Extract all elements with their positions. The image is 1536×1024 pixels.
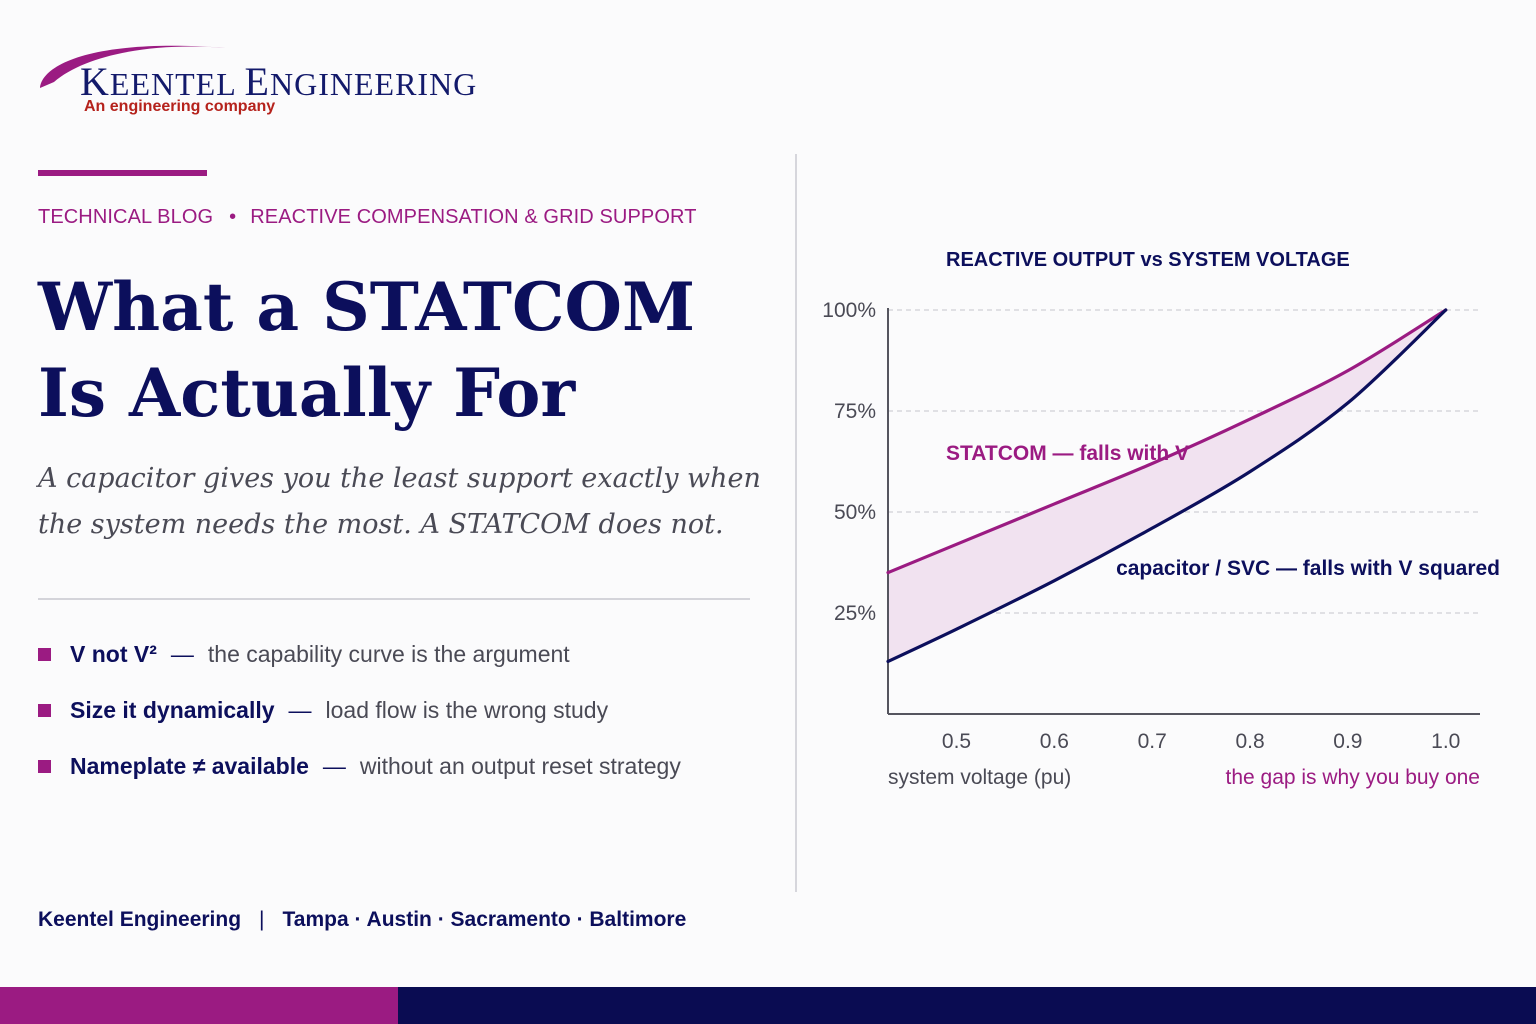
bullet-dash: — xyxy=(288,696,312,723)
category-label: TECHNICAL BLOG • REACTIVE COMPENSATION & G… xyxy=(38,206,697,229)
bullet-square-icon xyxy=(38,759,51,773)
bullet-description: the capability curve is the argument xyxy=(207,640,570,667)
accent-bar xyxy=(38,170,207,176)
x-tick-label: 0.6 xyxy=(1040,730,1069,753)
footer-band-navy xyxy=(398,987,1536,1024)
bullet-term: Nameplate ≠ available xyxy=(70,752,309,779)
section-divider xyxy=(38,598,750,600)
x-tick-label: 0.7 xyxy=(1138,730,1167,753)
bullet-term: V not V² xyxy=(70,640,157,667)
gap-annotation: the gap is why you buy one xyxy=(1225,766,1480,789)
capability-chart: REACTIVE OUTPUT vs SYSTEM VOLTAGE 25% 50%… xyxy=(800,230,1536,810)
list-item: V not V² — the capability curve is the a… xyxy=(38,626,681,682)
capacitor-line xyxy=(886,308,1448,664)
footer-locations: Tampa · Austin · Sacramento · Baltimore xyxy=(282,908,687,931)
bullet-square-icon xyxy=(38,647,51,661)
x-axis-label: system voltage (pu) xyxy=(888,766,1071,789)
category-separator: • xyxy=(229,206,237,228)
x-tick-label: 1.0 xyxy=(1431,730,1460,753)
x-tick-label: 0.8 xyxy=(1235,730,1264,753)
logo-swoosh-icon xyxy=(40,45,226,88)
bullet-square-icon xyxy=(38,703,51,717)
logo-wordmark: KEENTEL ENGINEERING xyxy=(80,59,478,104)
series-label-capacitor: capacitor / SVC — falls with V squared xyxy=(1116,557,1500,580)
list-item: Size it dynamically — load flow is the w… xyxy=(38,682,681,738)
key-points-list: V not V² — the capability curve is the a… xyxy=(38,626,681,794)
footer-company[interactable]: Keentel Engineering xyxy=(38,908,242,931)
column-divider xyxy=(795,154,797,892)
company-logo[interactable]: KEENTEL ENGINEERING An engineering compa… xyxy=(36,36,506,126)
logo-tagline: An engineering company xyxy=(84,98,276,115)
series-label-statcom: STATCOM — falls with V xyxy=(946,442,1189,465)
footer: Keentel Engineering | Tampa · Austin · Sac… xyxy=(38,908,686,932)
chart-title: REACTIVE OUTPUT vs SYSTEM VOLTAGE xyxy=(946,249,1350,271)
y-tick-label: 25% xyxy=(834,602,876,625)
y-tick-label: 75% xyxy=(834,400,876,423)
category-primary[interactable]: TECHNICAL BLOG xyxy=(38,206,214,228)
footer-band-purple xyxy=(0,987,398,1024)
bullet-description: load flow is the wrong study xyxy=(325,696,609,723)
page-title: What a STATCOM Is Actually For xyxy=(38,268,696,432)
category-secondary[interactable]: REACTIVE COMPENSATION & GRID SUPPORT xyxy=(250,206,697,228)
chart-canvas: REACTIVE OUTPUT vs SYSTEM VOLTAGE 25% 50%… xyxy=(822,249,1500,789)
statcom-line xyxy=(886,308,1448,575)
bullet-dash: — xyxy=(322,752,346,779)
x-tick-label: 0.5 xyxy=(942,730,971,753)
bullet-dash: — xyxy=(170,640,194,667)
bullet-description: without an output reset strategy xyxy=(359,752,681,779)
list-item: Nameplate ≠ available — without an outpu… xyxy=(38,738,681,794)
series-lines xyxy=(886,308,1448,664)
axes xyxy=(887,308,1480,715)
y-tick-label: 50% xyxy=(834,501,876,524)
tick-labels: 25% 50% 75% 100% 0.5 0.6 0.7 0.8 0.9 1.0 xyxy=(822,299,1460,753)
y-tick-label: 100% xyxy=(822,299,876,322)
subtitle: A capacitor gives you the least support … xyxy=(38,463,761,540)
bullet-term: Size it dynamically xyxy=(70,696,275,723)
gap-area xyxy=(888,310,1446,662)
x-tick-label: 0.9 xyxy=(1333,730,1362,753)
footer-separator: | xyxy=(259,908,265,931)
